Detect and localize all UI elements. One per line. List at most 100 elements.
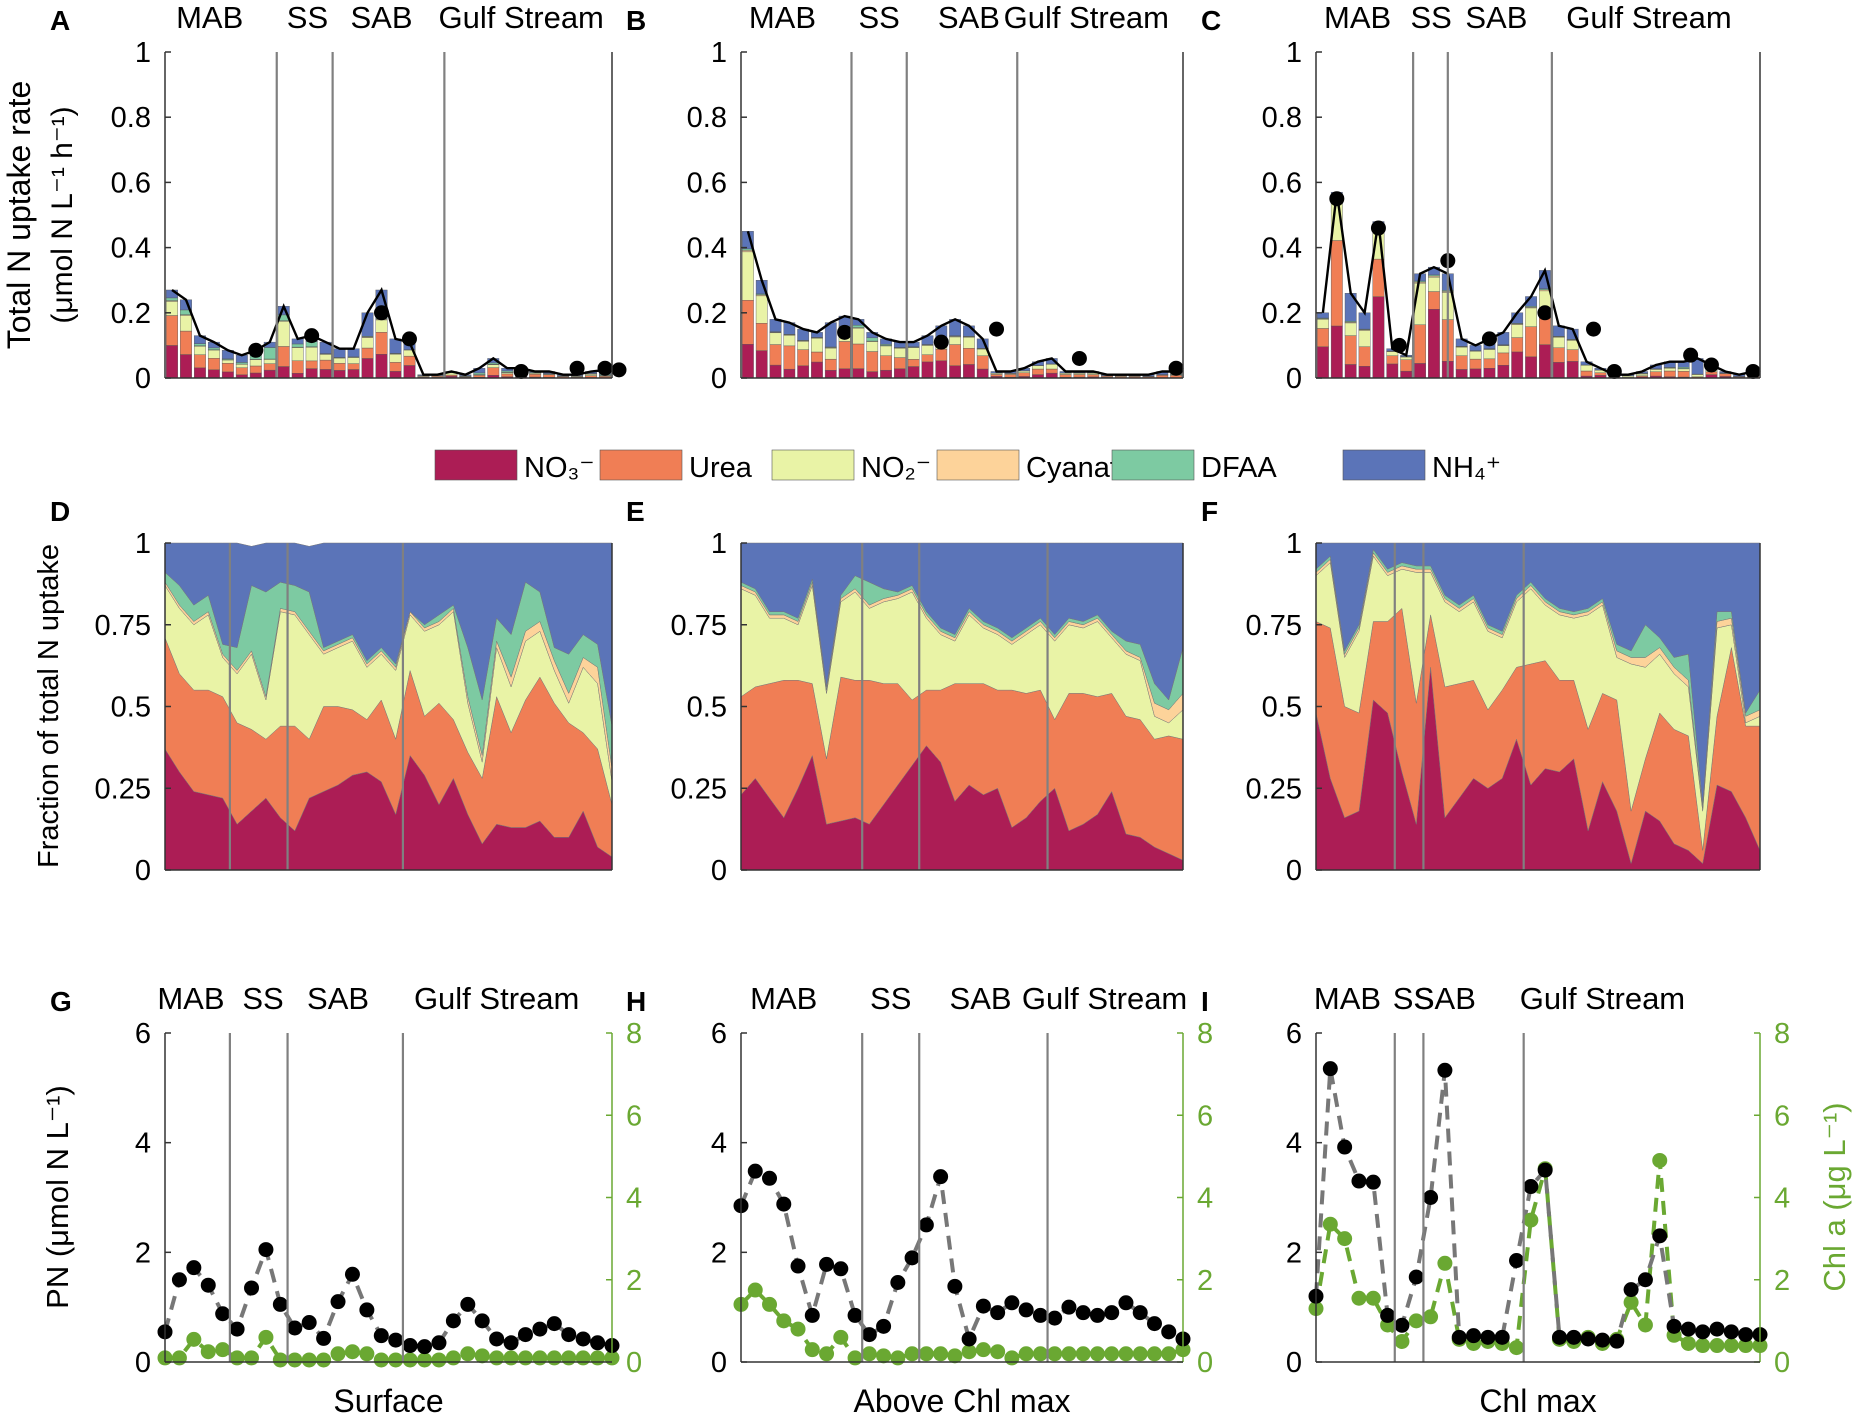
chl-point xyxy=(186,1331,202,1347)
y-tick-label: 0 xyxy=(1286,855,1302,887)
pn-point xyxy=(1132,1305,1148,1321)
region-label: Gulf Stream xyxy=(1004,0,1169,35)
pn-point xyxy=(330,1294,346,1310)
bar-no2 xyxy=(1428,276,1440,292)
bar-urea xyxy=(1566,349,1579,362)
chl-point xyxy=(1423,1309,1439,1325)
pn-point xyxy=(431,1335,447,1351)
pn-point xyxy=(474,1313,490,1329)
legend-swatch-no2 xyxy=(771,449,855,481)
bar-no2 xyxy=(1566,340,1579,350)
bar-urea xyxy=(305,360,318,369)
bar-urea xyxy=(221,363,234,373)
bar-urea xyxy=(893,357,906,369)
total-uptake-line xyxy=(1321,192,1754,376)
chl-point xyxy=(316,1352,332,1368)
y2-tick-label: 2 xyxy=(1197,1265,1213,1297)
pn-point xyxy=(1146,1316,1162,1332)
legend: NO₃⁻ Urea NO₂⁻ Cyanate DFAA NH₄⁺ xyxy=(434,449,1501,484)
region-label: SAB xyxy=(950,981,1012,1016)
bar-no3 xyxy=(1358,366,1371,379)
chl-point xyxy=(1061,1346,1077,1362)
bar-dfaa xyxy=(235,362,248,365)
bar-no2 xyxy=(1317,319,1329,329)
bar-urea xyxy=(235,367,248,376)
measured-point xyxy=(1370,220,1386,236)
panel-letter: H xyxy=(626,986,646,1017)
pn-point xyxy=(1480,1329,1496,1345)
region-label: MAB xyxy=(1324,0,1391,35)
chl-point xyxy=(1104,1346,1120,1362)
pn-point xyxy=(747,1163,763,1179)
y-tick-label: 1 xyxy=(135,37,151,69)
pn-point xyxy=(503,1335,519,1351)
y-tick-label: 0.5 xyxy=(687,692,727,724)
y2-tick-label: 4 xyxy=(1774,1183,1790,1215)
bar-no3 xyxy=(375,354,388,379)
pn-point xyxy=(1075,1305,1091,1321)
chl-point xyxy=(561,1350,577,1366)
bar-no3 xyxy=(852,368,865,379)
pn-point xyxy=(990,1305,1006,1321)
region-label: SS xyxy=(870,981,911,1016)
bar-no2 xyxy=(305,346,318,362)
measured-point xyxy=(1683,347,1699,363)
bar-no3 xyxy=(403,365,416,379)
measured-point xyxy=(513,363,529,379)
bar-urea xyxy=(249,365,262,374)
region-label: SS xyxy=(1410,0,1451,35)
bar-no2 xyxy=(487,364,500,368)
y-tick-label: 0.8 xyxy=(687,102,727,134)
y-tick-label: 0 xyxy=(711,1347,727,1379)
pn-point xyxy=(1466,1328,1482,1344)
region-label: SAB xyxy=(1465,0,1527,35)
bar-urea xyxy=(1525,326,1537,358)
bar-urea xyxy=(1414,324,1426,364)
bar-no2 xyxy=(1497,345,1510,354)
pn-point xyxy=(876,1318,892,1334)
region-label: SAB xyxy=(938,0,1000,35)
y-tick-label: 0.4 xyxy=(1262,233,1302,265)
measured-point xyxy=(611,362,627,378)
panel-letter: B xyxy=(626,5,646,36)
chl-point xyxy=(1652,1152,1668,1168)
chl-point xyxy=(1337,1231,1353,1247)
chl-point xyxy=(503,1350,519,1366)
bar-urea xyxy=(769,344,782,366)
bar-no3 xyxy=(1483,368,1496,379)
y-tick-label: 0 xyxy=(1286,1347,1302,1379)
y-tick-label: 2 xyxy=(135,1237,151,1269)
pn-point xyxy=(1032,1307,1048,1323)
bar-no3 xyxy=(1539,344,1551,379)
y-tick-label: 1 xyxy=(1286,528,1302,560)
legend-label: NH₄⁺ xyxy=(1432,452,1501,484)
chl-point xyxy=(575,1350,591,1366)
chl-point xyxy=(1132,1346,1148,1362)
pn-point xyxy=(590,1335,606,1351)
bar-no3 xyxy=(249,372,262,379)
bar-no2 xyxy=(193,346,206,355)
bar-urea xyxy=(193,354,206,369)
total-uptake-line xyxy=(746,230,1177,376)
bar-urea xyxy=(963,348,975,365)
panel-H: H 0 2 4 6 8 0 2 4 6 MAB SS SAB Gulf Stream Above Chl m… xyxy=(626,981,1213,1419)
bar-urea xyxy=(389,362,402,372)
panel-letter: C xyxy=(1201,5,1221,36)
measured-point xyxy=(1329,191,1345,207)
y-tick-label: 0.6 xyxy=(1262,167,1302,199)
pn-point xyxy=(1580,1331,1596,1347)
bar-urea xyxy=(1428,291,1440,310)
chl-point xyxy=(244,1350,260,1366)
bar-no3 xyxy=(1566,361,1579,379)
bar-no3 xyxy=(1317,346,1329,379)
bar-no3 xyxy=(963,364,975,379)
chl-point xyxy=(847,1350,863,1366)
chl-point xyxy=(229,1350,245,1366)
y-tick-label: 6 xyxy=(1286,1018,1302,1050)
bar-no3 xyxy=(935,360,948,379)
chl-point xyxy=(1623,1294,1639,1310)
bar-dfaa xyxy=(852,324,865,328)
bar-no3 xyxy=(347,369,360,379)
bar-no3 xyxy=(893,368,906,379)
bar-no2 xyxy=(1018,370,1031,373)
